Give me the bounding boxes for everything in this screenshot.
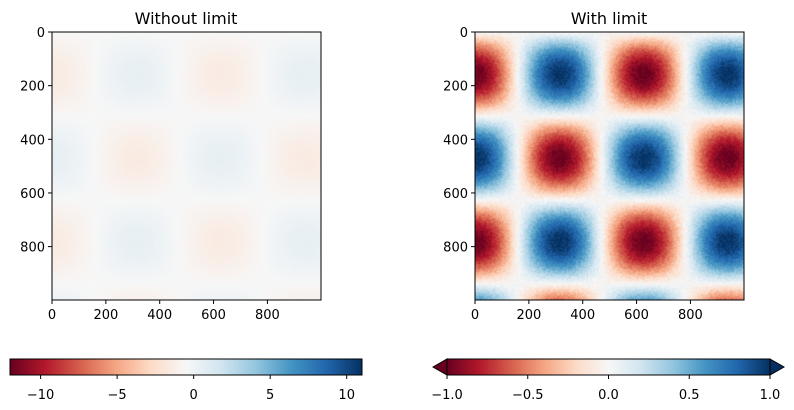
panel-with-limit: With limit 0 200 400 600 800 0 200 400 600 800 [443, 9, 745, 323]
plot-frame-right [474, 31, 745, 301]
plot-frame-left [51, 31, 322, 301]
chart-title-left: Without limit [135, 9, 238, 28]
chart-title-right: With limit [571, 9, 648, 28]
y-tick-label: 600 [443, 187, 468, 202]
colorbar-tick-label: −1.0 [431, 388, 463, 403]
colorbar-tick-label: −10 [27, 388, 54, 403]
colorbar-tick-label: 1.0 [760, 388, 781, 403]
colorbar-gradient-left [9, 358, 363, 376]
panel-without-limit: Without limit 0 200 400 600 800 0 200 400 600 80… [20, 9, 322, 323]
colorbar-tick-label: 0.5 [679, 388, 700, 403]
heatmap-image-left [52, 32, 321, 300]
y-tick-label: 600 [20, 187, 45, 202]
y-tick-label: 200 [20, 80, 45, 95]
y-tick-label: 800 [20, 241, 45, 256]
x-tick-label: 200 [516, 308, 541, 323]
x-tick-label: 400 [147, 308, 172, 323]
colorbar-right: −1.0 −0.5 0.0 0.5 1.0 [431, 358, 786, 403]
y-tick-label: 0 [460, 26, 468, 41]
y-ticks-right: 0 200 400 600 800 [443, 26, 475, 256]
x-tick-label: 0 [471, 308, 479, 323]
colorbar-tick-label: 0.0 [598, 388, 619, 403]
y-tick-label: 200 [443, 80, 468, 95]
x-tick-label: 600 [201, 308, 226, 323]
x-tick-label: 0 [48, 308, 56, 323]
heatmap-image-right [475, 32, 744, 300]
y-tick-label: 400 [443, 133, 468, 148]
y-tick-label: 0 [37, 26, 45, 41]
x-tick-label: 600 [624, 308, 649, 323]
colorbar-ticks-right: −1.0 −0.5 0.0 0.5 1.0 [431, 375, 780, 403]
colorbar-tick-label: 0 [190, 388, 198, 403]
y-tick-label: 400 [20, 133, 45, 148]
colorbar-tick-label: 10 [338, 388, 355, 403]
colorbar-ticks-left: −10 −5 0 5 10 [27, 375, 355, 403]
x-tick-label: 800 [678, 308, 703, 323]
colorbar-left: −10 −5 0 5 10 [9, 358, 363, 403]
x-tick-label: 400 [570, 308, 595, 323]
y-ticks-left: 0 200 400 600 800 [20, 26, 52, 256]
colorbar-tick-label: −5 [108, 388, 127, 403]
x-ticks-left: 0 200 400 600 800 [48, 300, 280, 323]
x-tick-label: 200 [93, 308, 118, 323]
y-tick-label: 800 [443, 241, 468, 256]
x-tick-label: 800 [255, 308, 280, 323]
colorbar-tick-label: 5 [266, 388, 274, 403]
colorbar-gradient-right [446, 358, 771, 376]
x-ticks-right: 0 200 400 600 800 [471, 300, 703, 323]
colorbar-tick-label: −0.5 [512, 388, 544, 403]
colorbar-extend-low [431, 358, 448, 376]
colorbar-extend-high [769, 358, 786, 376]
